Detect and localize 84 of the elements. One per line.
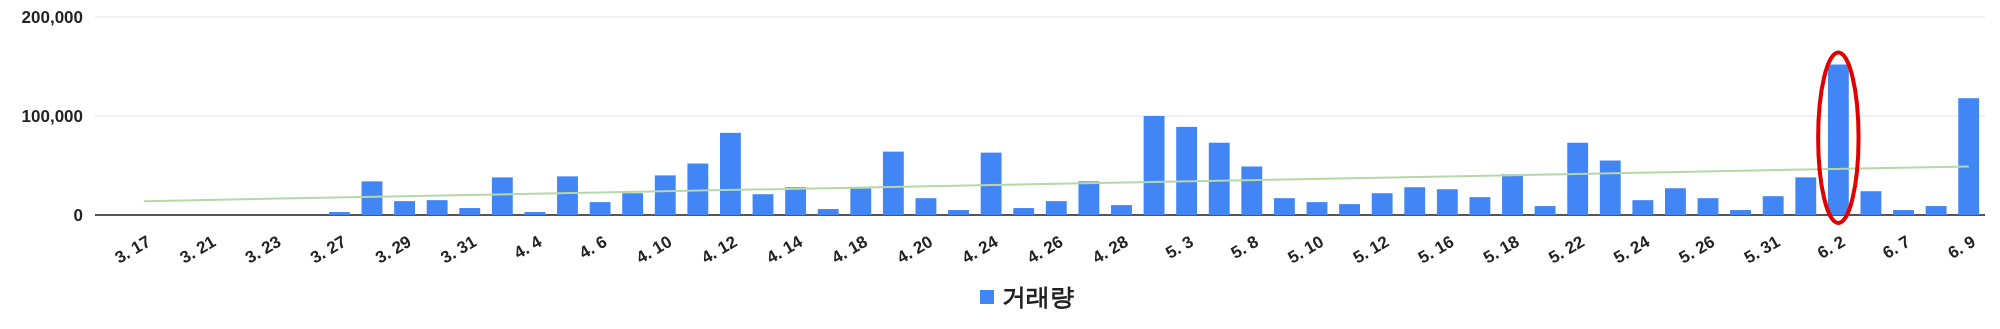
bar [1697, 198, 1719, 215]
bar [1730, 210, 1752, 215]
x-tick-label: 4. 14 [763, 231, 807, 268]
bar [1273, 198, 1295, 215]
bar [1208, 142, 1230, 215]
bar [720, 132, 741, 215]
bar [1404, 187, 1426, 215]
bar [1436, 189, 1458, 215]
x-tick-label: 5. 10 [1284, 232, 1327, 268]
x-tick-label: 3. 21 [176, 232, 220, 268]
x-tick-label: 5. 18 [1480, 232, 1523, 268]
bar [752, 194, 774, 215]
bar [1567, 142, 1589, 215]
bar [1045, 201, 1067, 215]
x-tick-label: 4. 12 [698, 232, 741, 268]
x-tick-label: 5. 8 [1227, 232, 1262, 263]
bar [361, 181, 383, 215]
x-tick-label: 5. 24 [1610, 231, 1654, 268]
x-tick-label: 4. 20 [893, 232, 936, 268]
bar [915, 198, 937, 215]
legend-label: 거래량 [1002, 283, 1074, 311]
x-tick-label: 4. 18 [828, 232, 871, 268]
bar [524, 212, 546, 215]
x-tick-label: 6. 9 [1944, 232, 1979, 263]
x-tick-label: 5. 26 [1675, 232, 1719, 268]
bar [1371, 193, 1393, 215]
bar [1958, 98, 1980, 215]
bar [882, 151, 904, 215]
x-tick-label: 4. 26 [1024, 232, 1067, 268]
x-tick-label: 5. 12 [1349, 232, 1393, 268]
bar [1599, 160, 1621, 215]
y-tick-label: 200,000 [21, 8, 83, 27]
x-tick-label: 3. 29 [372, 232, 415, 268]
bar [948, 210, 969, 215]
bar [1665, 188, 1686, 215]
x-tick-label: 5. 3 [1162, 232, 1197, 263]
x-tick-label: 4. 6 [576, 232, 611, 263]
x-tick-label: 4. 10 [633, 232, 676, 268]
x-tick-label: 6. 2 [1814, 232, 1849, 263]
x-tick-label: 5. 16 [1415, 232, 1458, 268]
bar [426, 200, 448, 215]
x-tick-label: 4. 28 [1089, 232, 1132, 268]
x-tick-label: 3. 17 [111, 232, 154, 268]
bar [850, 188, 872, 215]
bar [459, 208, 481, 215]
bar [1306, 202, 1328, 215]
bar [1534, 206, 1556, 215]
x-tick-label: 5. 22 [1545, 232, 1588, 268]
bar [328, 212, 350, 215]
bar [1111, 205, 1132, 215]
bar [557, 176, 578, 215]
bar [1339, 204, 1360, 215]
bar [980, 152, 1002, 215]
bar [1469, 197, 1491, 215]
bar [1795, 177, 1817, 215]
bar [1078, 181, 1100, 215]
bar [394, 201, 415, 215]
bar [1143, 116, 1165, 215]
x-tick-label: 5. 31 [1740, 232, 1784, 268]
y-tick-label: 100,000 [21, 107, 83, 126]
bar [1925, 206, 1947, 215]
x-tick-label: 3. 31 [437, 232, 480, 268]
bar [589, 202, 611, 215]
x-tick-label: 4. 24 [958, 231, 1002, 268]
bar [785, 187, 807, 215]
bar [1632, 200, 1654, 215]
x-tick-label: 6. 7 [1879, 232, 1914, 263]
bar [1860, 191, 1882, 215]
bar [622, 193, 644, 215]
bar [1176, 126, 1198, 215]
x-tick-label: 3. 23 [241, 232, 285, 268]
bar [1013, 208, 1035, 215]
bar [1762, 196, 1784, 215]
bar [1893, 210, 1914, 215]
bar [817, 209, 839, 215]
x-tick-label: 4. 4 [510, 231, 546, 263]
bar [1241, 166, 1263, 215]
bar [1502, 174, 1523, 215]
y-tick-label: 0 [73, 206, 83, 225]
legend: 거래량 [980, 283, 1074, 311]
x-tick-label: 3. 27 [307, 232, 350, 268]
bar [654, 175, 676, 215]
bar [491, 177, 513, 215]
bar [687, 163, 709, 215]
